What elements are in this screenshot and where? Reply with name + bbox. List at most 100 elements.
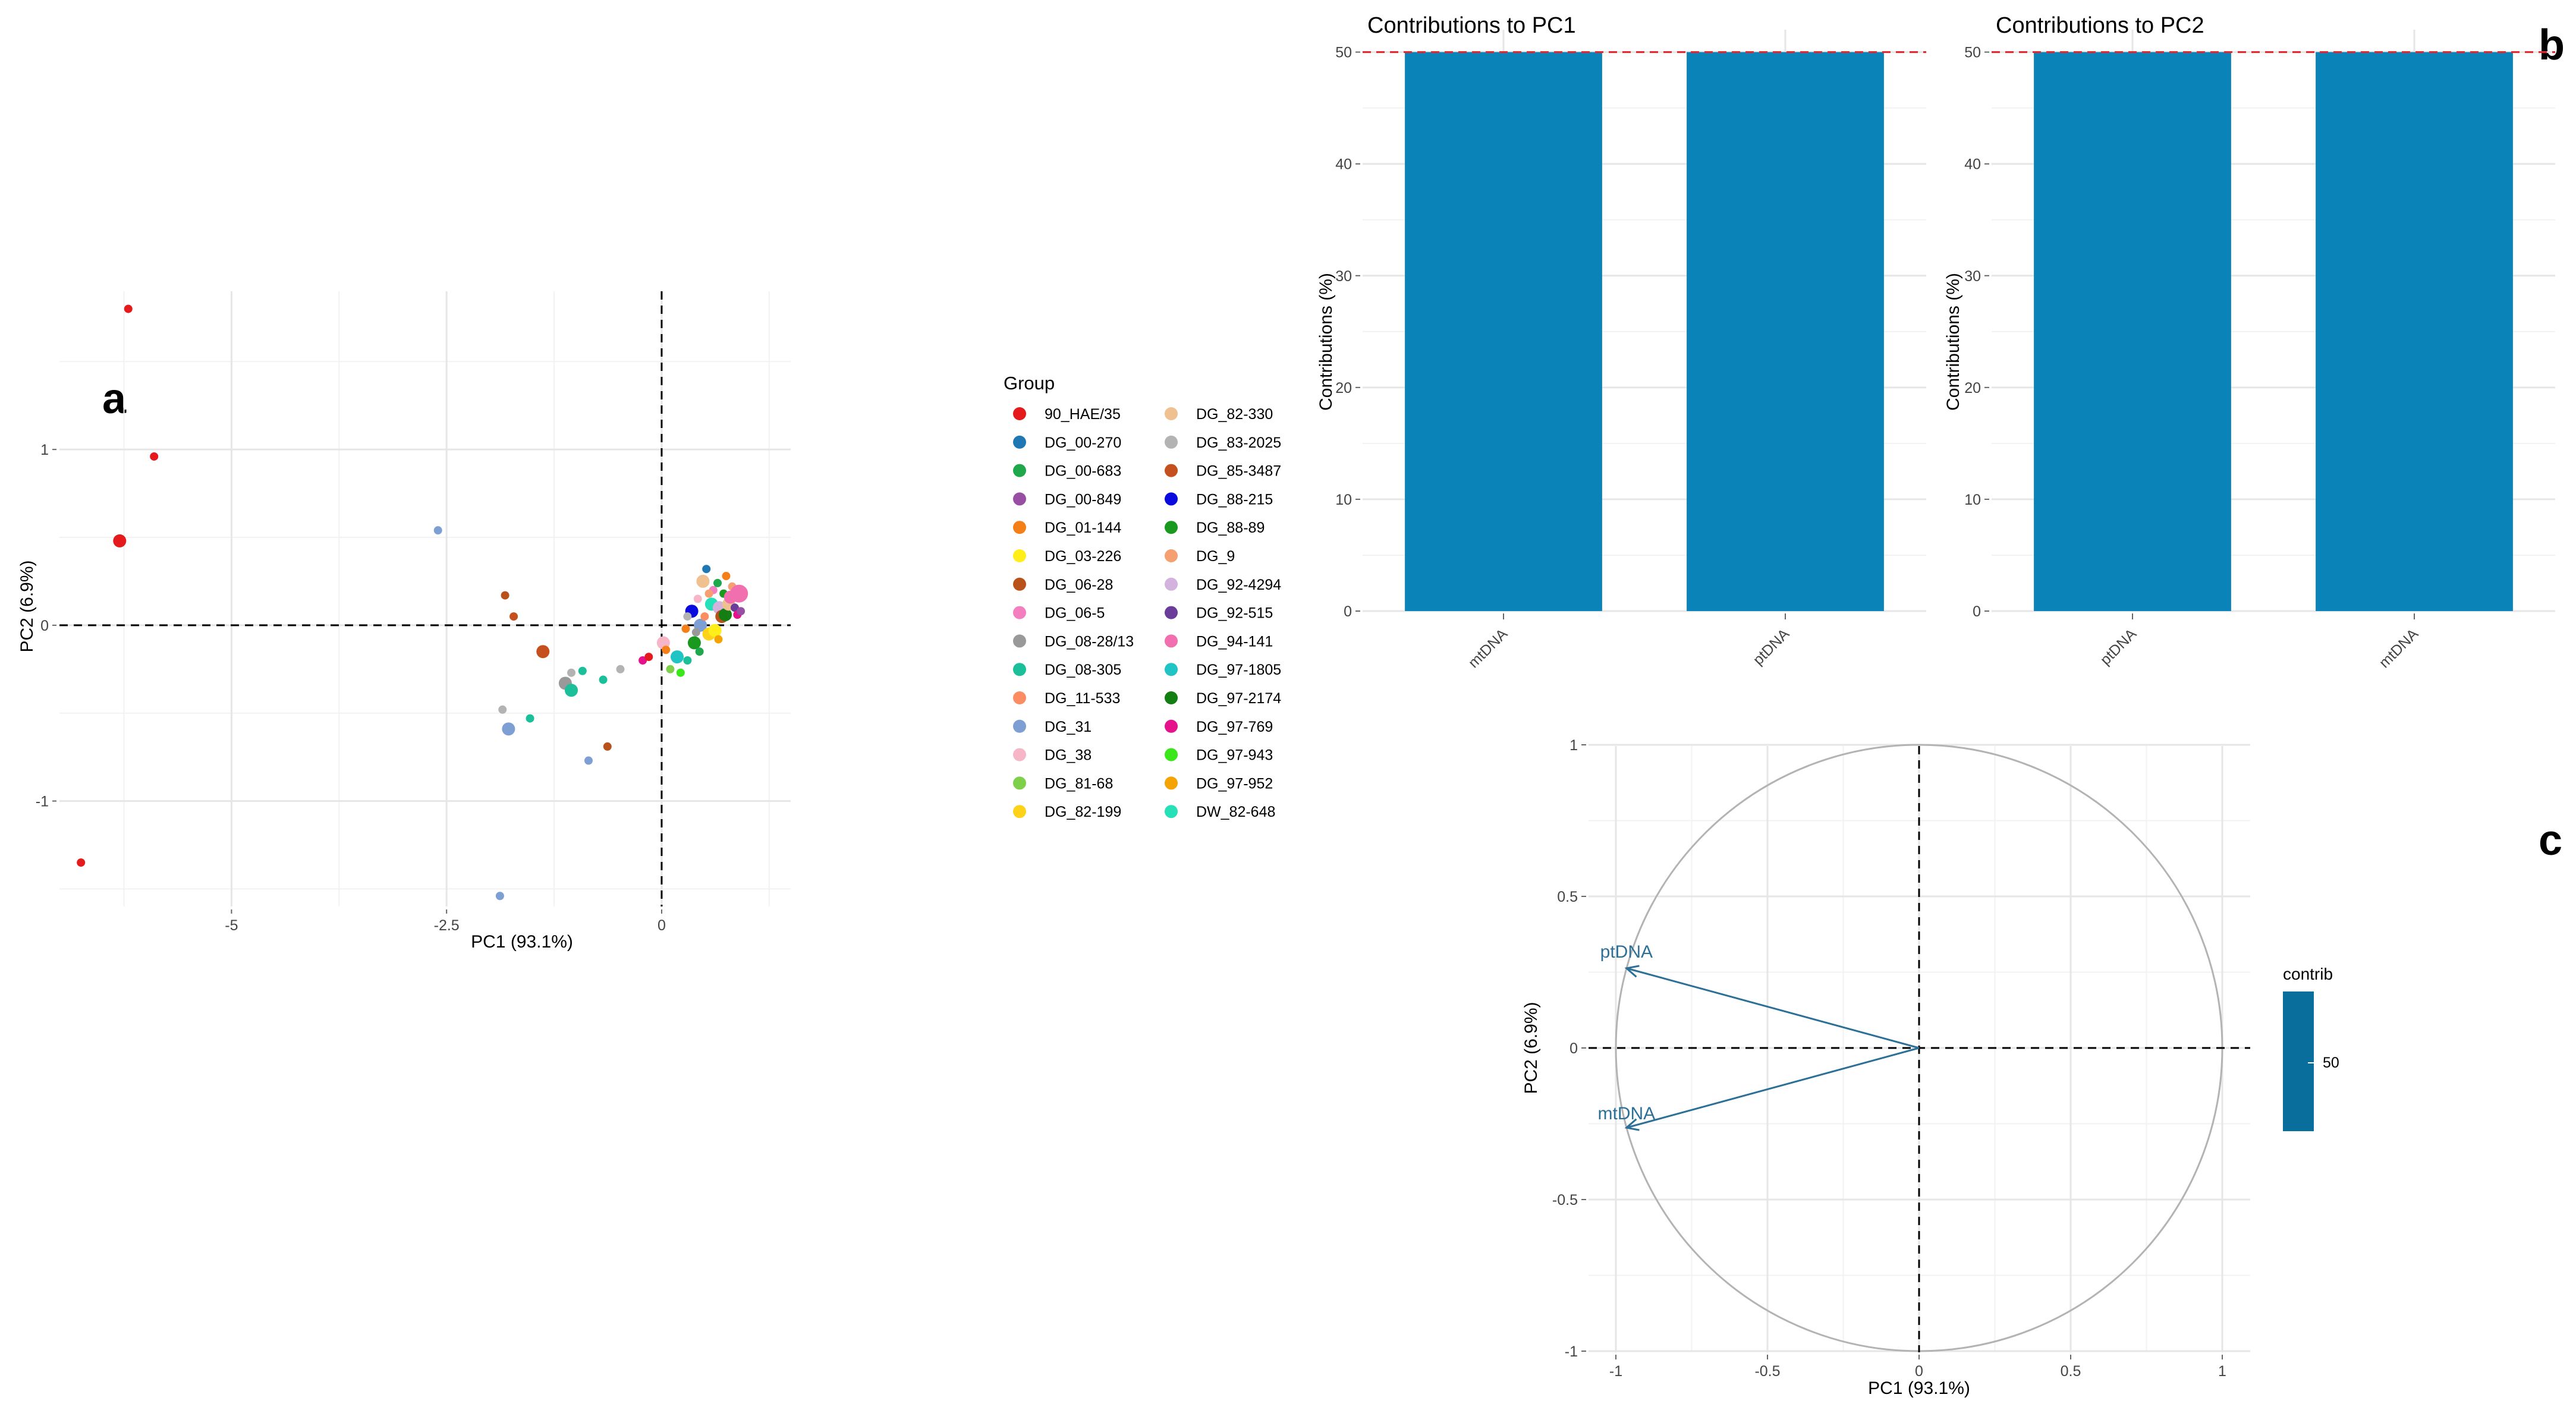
c-colorbar-gradient [2283, 991, 2314, 1131]
a-point [722, 572, 731, 581]
c-y-tick-label: -1 [1565, 1343, 1578, 1360]
c-x-tick-label: 1 [2218, 1363, 2226, 1380]
a-legend-label: DG_94-141 [1196, 633, 1273, 650]
a-point [639, 656, 647, 665]
a-point [498, 705, 507, 714]
a-point [713, 578, 722, 587]
c-x-tick-label: -0.5 [1754, 1363, 1780, 1380]
a-legend-swatch [1013, 521, 1026, 534]
c-reference-lines [1589, 746, 2250, 1352]
c-y-tick-label: 1 [1569, 737, 1578, 754]
a-legend-swatch [1165, 407, 1178, 420]
b2-bars [2034, 52, 2513, 612]
a-point [501, 591, 509, 600]
a-point [662, 646, 671, 654]
c-vector-arrowhead [1624, 965, 1640, 978]
a-point [584, 756, 593, 765]
a-legend-swatch [1013, 549, 1026, 562]
a-y-ticks: -1 0 1 [36, 442, 56, 810]
c-vector-arrowhead [1624, 1118, 1640, 1131]
a-legend-swatch [1013, 577, 1026, 591]
a-legend-swatch [1013, 407, 1026, 420]
a-point [599, 675, 608, 684]
b1-y-tick-label: 50 [1335, 45, 1352, 61]
b2-y-ticks: 0 10 20 30 40 50 [1964, 45, 1989, 620]
a-point [683, 612, 692, 621]
a-point [730, 584, 748, 603]
a-point [714, 635, 723, 644]
a-y-axis-title: PC2 (6.9%) [17, 560, 37, 652]
a-point [644, 653, 653, 662]
b1-y-axis-title: Contributions (%) [1316, 273, 1336, 411]
a-y-tick-label: 0 [40, 618, 49, 634]
a-point [700, 612, 709, 621]
c-colorbar-tick-label: 50 [2323, 1055, 2339, 1071]
b1-y-tick-label: 20 [1335, 380, 1352, 396]
a-legend-swatch [1013, 748, 1026, 761]
b-pc1-chart: Contributions to PC1 Contributions (%) 0… [1316, 13, 1926, 671]
c-gridlines [1589, 744, 2250, 1352]
b2-y-tick-label: 50 [1964, 45, 1981, 61]
a-legend-swatch [1165, 748, 1178, 761]
b2-bar [2034, 52, 2231, 612]
b2-y-tick-label: 40 [1964, 156, 1981, 173]
a-legend-label: DG_08-28/13 [1045, 633, 1134, 650]
b1-x-ticks: mtDNA ptDNA [1465, 613, 1792, 671]
c-y-axis-title: PC2 (6.9%) [1521, 1002, 1541, 1094]
a-point [695, 647, 704, 656]
a-legend-label: DG_83-2025 [1196, 435, 1281, 451]
a-point [433, 526, 442, 535]
a-y-tick-label: 1 [40, 442, 49, 458]
a-legend-items: 90_HAE/35 DG_00-270 DG_00-683 DG_00-849 DG_0… [1013, 406, 1281, 820]
a-x-tick-label: -5 [225, 917, 238, 934]
a-point [578, 666, 587, 675]
a-legend-label: DG_00-270 [1045, 435, 1121, 451]
b1-bars [1405, 52, 1884, 612]
a-legend-title: Group [1004, 373, 1055, 394]
c-vectors: ptDNA mtDNA [1598, 942, 1920, 1131]
a-x-axis-title: PC1 (93.1%) [471, 932, 573, 952]
a-point [676, 668, 685, 677]
a-legend-label: DW_82-648 [1196, 804, 1275, 820]
a-point [567, 668, 575, 677]
a-legend-swatch [1013, 634, 1026, 648]
c-vector-line [1626, 967, 1920, 1049]
b-pc2-chart: Contributions to PC2 Contributions (%) 0… [1943, 13, 2555, 671]
c-y-tick-label: 0.5 [1557, 889, 1578, 905]
a-legend-swatch [1165, 577, 1178, 591]
a-point [603, 742, 612, 751]
b2-x-tick-label: ptDNA [2097, 625, 2140, 668]
a-legend-label: DG_31 [1045, 719, 1092, 735]
a-point [702, 565, 711, 574]
a-legend-swatch [1013, 464, 1026, 477]
c-x-tick-label: 0.5 [2061, 1363, 2081, 1380]
a-legend-label: DG_03-226 [1045, 548, 1121, 565]
panel-c: c ptDNA mtDNA -1 -0.5 0 0.5 1 -1 -0.5 0 0.5 1 PC1… [1521, 737, 2562, 1398]
a-point [502, 722, 515, 736]
c-vector-label: ptDNA [1600, 942, 1653, 962]
c-vector-label: mtDNA [1598, 1104, 1656, 1123]
b2-bar [2316, 52, 2513, 612]
b1-y-tick-label: 0 [1344, 603, 1352, 620]
a-reference-lines [59, 291, 791, 906]
b2-y-tick-label: 20 [1964, 380, 1981, 396]
b1-bar [1405, 52, 1602, 612]
b1-y-tick-label: 30 [1335, 268, 1352, 285]
a-legend-label: DG_11-533 [1045, 690, 1120, 707]
panel-b: b Contributions to PC1 Contributions (%)… [1316, 13, 2565, 671]
a-legend-label: DG_88-215 [1196, 491, 1273, 508]
a-legend-swatch [1165, 776, 1178, 790]
a-point [683, 656, 692, 665]
a-point [691, 628, 700, 637]
a-legend-label: DG_06-5 [1045, 605, 1105, 622]
a-legend-swatch [1165, 492, 1178, 506]
a-legend-swatch [1165, 663, 1178, 676]
c-colorbar: contrib 50 [2283, 965, 2339, 1131]
a-legend-label: DG_00-683 [1045, 463, 1121, 480]
a-point [616, 665, 625, 673]
a-legend-swatch [1013, 776, 1026, 790]
b1-x-tick-label: mtDNA [1465, 625, 1511, 671]
a-legend-swatch [1165, 549, 1178, 562]
a-point [719, 608, 732, 622]
b1-bar [1687, 52, 1884, 612]
